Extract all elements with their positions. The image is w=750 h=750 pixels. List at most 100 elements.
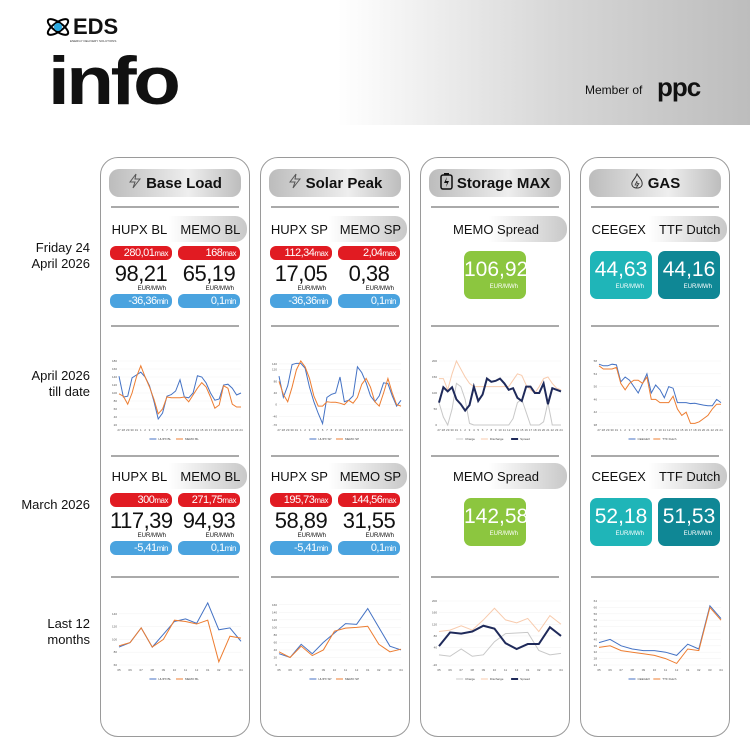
y-tick-label: 56 <box>594 612 598 616</box>
card-title-pill: Solar Peak <box>269 169 401 197</box>
x-tick-label: 05 <box>117 668 121 672</box>
x-tick-label: 10 <box>173 668 177 672</box>
x-tick-label: 07 <box>620 668 624 672</box>
x-tick-label: 06 <box>288 668 292 672</box>
y-tick-label: 80 <box>114 399 118 403</box>
page-title: info <box>48 43 181 119</box>
y-tick-label: 200 <box>432 599 437 603</box>
series-line-discharge <box>439 359 562 394</box>
series-line-spread <box>438 376 562 413</box>
series-line-ceegex <box>598 604 722 656</box>
x-tick-label: 18 <box>213 428 217 432</box>
min-badge: -5,41min <box>110 541 172 555</box>
y-tick-label: 42 <box>594 410 598 414</box>
column-header: HUPX BL <box>111 221 168 237</box>
x-tick-label: 06 <box>608 668 612 672</box>
legend-label: Spread <box>520 437 530 441</box>
column-header: MEMO SP <box>339 468 402 484</box>
y-tick-label: 180 <box>112 359 117 363</box>
divider <box>591 206 719 208</box>
chart-12-months: 24 28 32 36 40 44 48 52 56 60 64 05 06 07 08 09 10 11 12 01… <box>594 599 723 681</box>
x-tick-label: 11 <box>183 428 186 432</box>
legend-label: HUPX SP <box>318 677 331 681</box>
x-tick-label: 6 <box>482 428 484 432</box>
row-label-12-months: Last 12 months <box>47 616 90 647</box>
x-tick-label: 3 <box>149 428 151 432</box>
x-tick-label: 06 <box>448 668 452 672</box>
column-header: MEMO Spread <box>453 468 539 484</box>
y-tick-label: 80 <box>114 650 118 654</box>
x-tick-label: 22 <box>231 428 235 432</box>
x-tick-label: 15 <box>520 428 524 432</box>
x-tick-label: 8 <box>170 428 172 432</box>
x-tick-label: 2 <box>624 428 626 432</box>
brand-subtitle: ENERGY DELIVERY SOLUTIONS <box>70 39 117 43</box>
x-tick-label: 20 <box>702 428 706 432</box>
series-line-spread <box>438 624 562 651</box>
atom-icon <box>46 18 70 36</box>
y-tick-label: 80 <box>274 379 278 383</box>
x-tick-label: 7 <box>166 428 168 432</box>
series-line-hupx-bl <box>118 601 242 648</box>
column-header: HUPX BL <box>111 468 168 484</box>
series-line-memo-sp <box>278 625 402 659</box>
x-tick-label: 31 <box>295 428 299 432</box>
x-tick-label: 12 <box>667 428 671 432</box>
series-line-memo-bl <box>118 364 241 415</box>
price-cell: 280,01max 98,21 EUR/MWh -36,36min <box>110 246 172 308</box>
y-tick-label: 60 <box>114 407 118 411</box>
y-tick-label: 40 <box>274 391 278 395</box>
series-line-charge <box>438 631 562 657</box>
x-tick-label: 7 <box>486 428 488 432</box>
price-value: 98,21 <box>114 261 168 286</box>
x-tick-label: 1 <box>140 428 142 432</box>
y-tick-label: 0 <box>275 403 277 407</box>
price-box: 51,53 EUR/MWh <box>658 498 720 546</box>
x-tick-label: 28 <box>602 428 606 432</box>
chart-12-months: 60 80 100 120 140 05 06 07 08 09 10 11 12 01 02 03 04 HUP… <box>112 601 243 681</box>
x-tick-label: 01 <box>526 668 530 672</box>
member-of-label: Member of <box>585 83 643 97</box>
y-tick-label: 36 <box>594 644 598 648</box>
column-header: MEMO SP <box>339 221 402 237</box>
y-tick-label: 120 <box>272 368 277 372</box>
x-tick-label: 31 <box>135 428 139 432</box>
series-line-discharge <box>438 607 562 633</box>
x-tick-label: 10 <box>658 428 662 432</box>
card-base-load: Base Load HUPX BL MEMO BL 280,01max 98,21… <box>100 157 250 737</box>
column-header: HUPX SP <box>270 468 328 484</box>
price-value: 44,63 <box>594 258 648 281</box>
y-tick-label: 40 <box>274 648 278 652</box>
column-header: HUPX SP <box>270 221 328 237</box>
x-tick-label: 09 <box>322 668 326 672</box>
series-line-hupx-sp <box>278 607 402 659</box>
x-tick-label: 09 <box>482 668 486 672</box>
column-headers: HUPX SP MEMO SP <box>265 463 407 489</box>
x-tick-label: 2 <box>464 428 466 432</box>
x-tick-label: 28 <box>442 428 446 432</box>
x-tick-label: 14 <box>356 428 360 432</box>
divider <box>431 206 559 208</box>
x-tick-label: 14 <box>196 428 200 432</box>
x-tick-label: 8 <box>650 428 652 432</box>
y-tick-label: 46 <box>594 397 598 401</box>
column-headers: MEMO Spread <box>425 463 567 489</box>
column-header: MEMO BL <box>180 221 241 237</box>
card-title-pill: GAS <box>589 169 721 197</box>
x-tick-label: 04 <box>239 668 243 672</box>
divider <box>271 576 399 578</box>
x-tick-label: 10 <box>338 428 342 432</box>
y-tick-label: 120 <box>432 622 437 626</box>
x-tick-label: 17 <box>209 428 213 432</box>
price-box: 44,63 EUR/MWh <box>590 251 652 299</box>
x-tick-label: 27 <box>117 428 121 432</box>
price-value: 94,93 <box>182 508 236 533</box>
price-unit: EUR/MWh <box>205 533 234 539</box>
price-unit: EUR/MWh <box>683 531 712 537</box>
divider <box>431 455 559 457</box>
y-tick-label: -70 <box>273 423 278 427</box>
price-box: 44,16 EUR/MWh <box>658 251 720 299</box>
price-value: 31,55 <box>342 508 396 533</box>
x-tick-label: 31 <box>455 428 459 432</box>
